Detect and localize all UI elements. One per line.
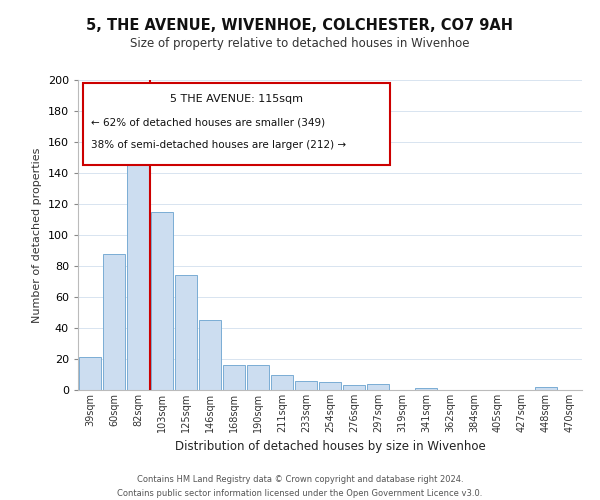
Bar	[199, 320, 221, 390]
Bar	[295, 380, 317, 390]
Bar	[319, 382, 341, 390]
Bar	[151, 212, 173, 390]
Bar	[79, 358, 101, 390]
Bar	[415, 388, 437, 390]
Text: 5, THE AVENUE, WIVENHOE, COLCHESTER, CO7 9AH: 5, THE AVENUE, WIVENHOE, COLCHESTER, CO7…	[86, 18, 514, 32]
Text: Size of property relative to detached houses in Wivenhoe: Size of property relative to detached ho…	[130, 38, 470, 51]
Text: 5 THE AVENUE: 115sqm: 5 THE AVENUE: 115sqm	[170, 94, 303, 104]
Text: Contains HM Land Registry data © Crown copyright and database right 2024.
Contai: Contains HM Land Registry data © Crown c…	[118, 476, 482, 498]
Bar	[535, 387, 557, 390]
Bar	[223, 365, 245, 390]
Bar	[127, 132, 149, 390]
FancyBboxPatch shape	[83, 83, 391, 165]
Bar	[247, 365, 269, 390]
Y-axis label: Number of detached properties: Number of detached properties	[32, 148, 42, 322]
Bar	[343, 386, 365, 390]
Bar	[175, 276, 197, 390]
Text: ← 62% of detached houses are smaller (349): ← 62% of detached houses are smaller (34…	[91, 117, 325, 127]
X-axis label: Distribution of detached houses by size in Wivenhoe: Distribution of detached houses by size …	[175, 440, 485, 454]
Bar	[271, 374, 293, 390]
Bar	[103, 254, 125, 390]
Text: 38% of semi-detached houses are larger (212) →: 38% of semi-detached houses are larger (…	[91, 140, 346, 150]
Bar	[367, 384, 389, 390]
